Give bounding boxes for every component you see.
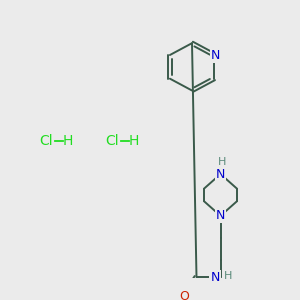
Text: N: N [210, 271, 220, 284]
Text: H: H [224, 271, 232, 281]
Text: H: H [129, 134, 139, 148]
Text: Cl: Cl [40, 134, 53, 148]
Text: N: N [216, 209, 225, 222]
Text: N: N [216, 168, 225, 181]
Text: H: H [63, 134, 73, 148]
Text: Cl: Cl [106, 134, 119, 148]
Text: H: H [218, 157, 226, 166]
Text: N: N [211, 49, 220, 62]
Text: O: O [180, 290, 189, 300]
